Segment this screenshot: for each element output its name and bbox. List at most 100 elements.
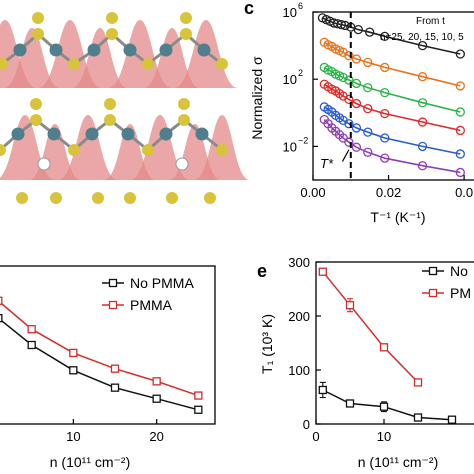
panel-c-frame (312, 11, 474, 181)
sulfur-atom (0, 58, 8, 70)
x-tick-label: 10 (66, 429, 80, 444)
y-tick-label: 300 (288, 255, 310, 270)
metal-atom (159, 127, 173, 141)
series-line (323, 118, 461, 174)
data-point (455, 167, 465, 178)
data-point (340, 20, 350, 31)
metal-atom (197, 43, 211, 57)
metal-atom (159, 43, 173, 57)
charge-peak (4, 28, 60, 88)
panel-d-legend: No PMMA PMMA (102, 275, 194, 313)
sulfur-atom (32, 28, 44, 40)
data-point (380, 31, 390, 42)
panel-e-xlabel: n (10¹¹ cm⁻²) (358, 454, 439, 470)
data-point (345, 399, 355, 408)
series-line (323, 66, 461, 113)
panel-e-letter: e (257, 261, 267, 281)
data-point (344, 75, 354, 85)
lattice-atoms (0, 12, 228, 204)
sulfur-atom (178, 98, 190, 110)
data-point (69, 348, 78, 358)
sulfur-atom (106, 28, 118, 40)
panel-c-legend-text: From t (416, 16, 445, 27)
x-tick-label: 10 (377, 429, 391, 444)
panel-c-plot (317, 12, 465, 180)
series-line (0, 318, 199, 411)
sulfur-atom (178, 114, 190, 126)
sulfur-atom (30, 98, 42, 110)
data-point (0, 296, 3, 305)
legend-marker (428, 266, 438, 276)
panel-d: 10 20 n (10¹¹ cm⁻²) No PMMA PMMA (0, 265, 216, 470)
x-tick-label: 0.02 (376, 185, 401, 200)
panel-e-legend: No PM (422, 263, 471, 301)
data-point (455, 125, 465, 136)
data-point (380, 108, 390, 119)
data-point (69, 366, 78, 375)
data-point (380, 153, 390, 163)
data-point (417, 141, 428, 152)
data-point (417, 117, 428, 127)
panel-c-letter: c (244, 0, 254, 18)
sulfur-atom (204, 192, 216, 204)
sulfur-atom (50, 192, 62, 204)
charge-peak (104, 124, 156, 180)
legend-label: PMMA (130, 297, 173, 313)
panel-e: e 0 100 200 300 0 10 T₁ (10³ K) n (10¹¹ cm⁻²… (257, 255, 474, 470)
data-point (338, 72, 348, 83)
legend-marker (428, 288, 438, 298)
data-point (417, 40, 428, 51)
charge-peak (58, 115, 118, 180)
data-point (318, 385, 327, 395)
panel-e-y-ticks: 0 100 200 300 (288, 255, 321, 432)
y-tick-label: 10 (283, 72, 297, 87)
data-point (344, 94, 354, 105)
legend-marker (108, 278, 118, 288)
sulfur-atom (180, 12, 192, 24)
panel-e-x-ticks: 0 10 (312, 419, 391, 444)
sulfur-atom (106, 12, 118, 24)
data-point (344, 137, 354, 147)
data-point (379, 402, 389, 411)
charge-peak (144, 28, 200, 88)
y-tick-label: 100 (288, 363, 310, 378)
y-tick-label: 10 (283, 139, 297, 154)
data-point (351, 142, 362, 152)
data-point (27, 325, 36, 334)
charge-peak (108, 20, 172, 88)
sulfur-atom (124, 192, 136, 204)
data-point (27, 340, 36, 350)
x-tick-label: 0.00 (300, 185, 325, 200)
data-point (413, 378, 423, 387)
panel-d-xlabel: n (10¹¹ cm⁻²) (50, 454, 131, 470)
data-point (455, 149, 465, 159)
panel-d-plot (0, 296, 203, 414)
data-point (455, 49, 465, 59)
data-point (380, 62, 390, 73)
sulfur-atom (166, 192, 178, 204)
legend-marker (108, 300, 118, 310)
vacancy-site (175, 157, 189, 171)
x-tick-label: 20 (149, 429, 163, 444)
sulfur-atom (142, 58, 154, 70)
data-point (363, 57, 373, 68)
data-point (351, 54, 362, 64)
panel-e-ylabel: T₁ (10³ K) (259, 314, 275, 374)
data-point (417, 72, 428, 82)
data-point (336, 19, 346, 30)
data-point (413, 413, 423, 422)
data-point (351, 123, 362, 133)
y-tick-label: 200 (288, 309, 310, 324)
panel-c-n-label: n=25, 20, 15, 10, 5 (380, 32, 464, 43)
data-point (417, 161, 428, 171)
data-point (353, 24, 363, 35)
x-tick-label: 0.0 (455, 185, 473, 200)
data-point (379, 343, 389, 352)
sulfur-atom (92, 192, 104, 204)
charge-peak (130, 115, 190, 180)
data-point (380, 87, 390, 98)
series-line (0, 301, 199, 397)
metal-atom (49, 43, 63, 57)
panel-d-x-ticks: 10 20 (66, 419, 164, 444)
data-point (152, 394, 161, 403)
